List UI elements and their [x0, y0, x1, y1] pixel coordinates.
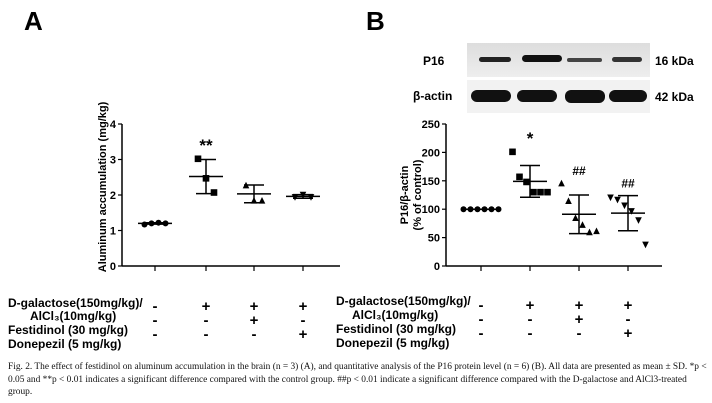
- y-tick-label: 1: [110, 226, 116, 238]
- minus-sign: -: [251, 326, 257, 343]
- data-point: [460, 206, 467, 213]
- y-tick-label: 100: [422, 204, 440, 216]
- data-point: [614, 196, 621, 204]
- data-point: [544, 188, 551, 196]
- data-point: [607, 194, 614, 202]
- data-point: [210, 189, 218, 196]
- minus-sign: -: [527, 311, 533, 328]
- minus-sign: -: [300, 312, 306, 329]
- plus-sign: +: [249, 312, 259, 329]
- data-point: [635, 217, 642, 224]
- minus-sign: -: [152, 298, 158, 315]
- plus-sign: +: [623, 297, 633, 314]
- treat-b-row1b: AlCl₃(10mg/kg): [352, 308, 439, 322]
- treat-a-row1b: AlCl₃(10mg/kg): [30, 309, 117, 323]
- minus-sign: -: [478, 325, 484, 342]
- data-point: [642, 241, 649, 249]
- y-tick-label: 4: [110, 119, 117, 131]
- y-tick-label: 0: [434, 261, 440, 273]
- y-tick-label: 3: [110, 155, 116, 167]
- panel-label-b: B: [366, 6, 385, 36]
- p16-blot: [467, 43, 650, 77]
- actin-label: β-actin: [413, 89, 453, 103]
- y-axis-label-2: (% of control): [412, 159, 424, 230]
- data-point: [509, 148, 516, 156]
- significance-mark: ##: [572, 164, 586, 178]
- data-point: [558, 179, 565, 187]
- data-point: [628, 208, 635, 215]
- minus-sign: -: [152, 312, 158, 329]
- treat-b-row1a: D-galactose(150mg/kg)/: [336, 294, 471, 308]
- plus-sign: +: [525, 297, 535, 314]
- significance-mark: *: [527, 129, 534, 148]
- minus-sign: -: [478, 311, 484, 328]
- plus-sign: +: [574, 311, 584, 328]
- actin-size: 42 kDa: [655, 90, 694, 104]
- data-point: [530, 188, 537, 196]
- plus-sign: +: [623, 325, 633, 342]
- y-tick-label: 50: [428, 233, 440, 245]
- treat-a-row3: Donepezil (5 mg/kg): [8, 337, 122, 351]
- plus-sign: +: [249, 298, 259, 315]
- actin-blot: [467, 80, 650, 113]
- y-axis-label: Aluminum accumulation (mg/kg): [97, 101, 109, 272]
- y-tick-label: 2: [110, 190, 116, 202]
- y-tick-label: 150: [422, 176, 440, 188]
- minus-sign: -: [625, 311, 631, 328]
- treat-b-row2: Festidinol (30 mg/kg): [336, 322, 457, 336]
- significance-mark: **: [199, 136, 213, 155]
- plus-sign: +: [574, 297, 584, 314]
- minus-sign: -: [478, 297, 484, 314]
- data-point: [621, 202, 628, 210]
- plus-sign: +: [298, 298, 308, 315]
- data-point: [579, 221, 586, 228]
- data-point: [258, 197, 266, 204]
- minus-sign: -: [527, 325, 533, 342]
- treat-a-row2: Festidinol (30 mg/kg): [8, 323, 129, 337]
- data-point: [516, 173, 523, 181]
- p16-size: 16 kDa: [655, 54, 694, 68]
- data-point: [593, 227, 600, 235]
- y-axis-label: P16/β-actin: [399, 165, 411, 224]
- data-point: [495, 206, 502, 213]
- minus-sign: -: [576, 325, 582, 342]
- data-point: [537, 188, 544, 196]
- y-tick-label: 0: [110, 261, 116, 273]
- minus-sign: -: [203, 326, 209, 343]
- plus-sign: +: [201, 298, 211, 315]
- plus-sign: +: [298, 326, 308, 343]
- treat-b-row3: Donepezil (5 mg/kg): [336, 336, 450, 350]
- y-tick-label: 200: [422, 147, 440, 159]
- figure-caption: Fig. 2. The effect of festidinol on alum…: [8, 362, 707, 397]
- y-tick-label: 250: [422, 119, 440, 131]
- treat-a-row1a: D-galactose(150mg/kg)/: [8, 296, 143, 310]
- data-point: [565, 197, 572, 204]
- minus-sign: -: [203, 312, 209, 329]
- p16-label: P16: [423, 54, 445, 68]
- panel-label-a: A: [24, 6, 43, 36]
- significance-mark: ##: [621, 177, 635, 191]
- data-point: [572, 214, 579, 222]
- minus-sign: -: [152, 326, 158, 343]
